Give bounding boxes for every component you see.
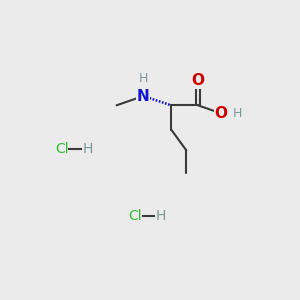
Text: O: O (215, 106, 228, 121)
Text: N: N (137, 88, 150, 104)
Text: H: H (139, 72, 148, 85)
Text: H: H (156, 209, 166, 223)
Text: H: H (82, 142, 93, 156)
Text: Cl: Cl (128, 209, 142, 223)
Text: Cl: Cl (55, 142, 69, 156)
Text: H: H (232, 107, 242, 120)
Text: O: O (191, 73, 204, 88)
